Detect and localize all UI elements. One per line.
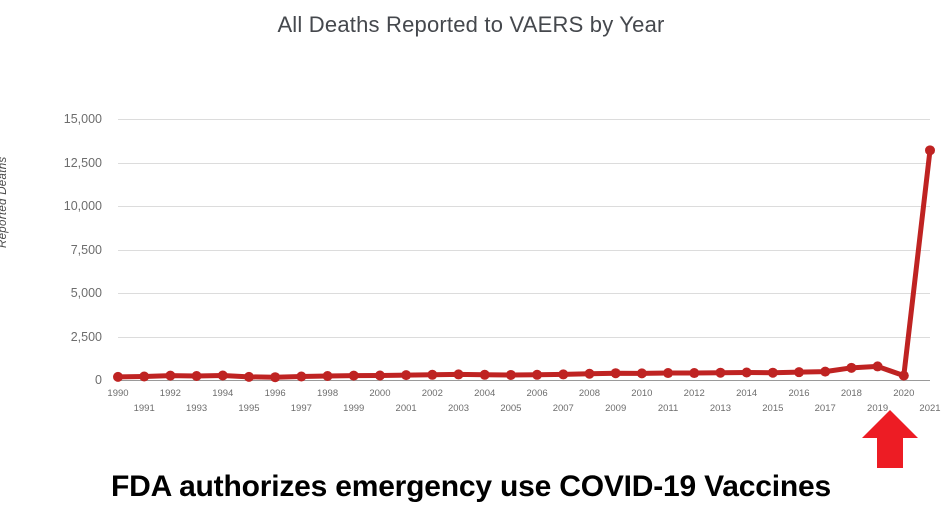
x-axis-tick: 1999: [343, 403, 365, 414]
arrow-up-icon: [862, 410, 918, 468]
x-axis-tick: 2017: [814, 403, 836, 414]
data-point-marker: [558, 369, 569, 380]
data-point-marker: [243, 371, 254, 382]
gridline: [118, 162, 930, 164]
data-point-marker: [322, 370, 333, 381]
caption-text: FDA authorizes emergency use COVID-19 Va…: [111, 470, 831, 503]
data-point-marker: [689, 368, 700, 379]
gridline: [118, 336, 930, 338]
data-point-marker: [113, 371, 123, 382]
data-point-marker: [348, 370, 359, 381]
plot-area: [113, 119, 935, 383]
data-point-marker: [191, 370, 202, 381]
x-axis-tick: 2019: [867, 403, 889, 414]
y-axis-tick: 12,500: [63, 155, 102, 170]
x-axis-tick: 1990: [107, 388, 129, 399]
x-axis-tick: 2015: [762, 403, 784, 414]
y-axis-tick: 7,500: [70, 242, 102, 257]
x-axis-tick: 2003: [447, 403, 470, 414]
y-axis-tick: 0: [95, 373, 102, 387]
x-axis-tick: 2000: [369, 388, 391, 399]
chart-figure: Reported Deaths 0 2,500 5,000 7,500 10,000 12…: [0, 112, 941, 422]
x-axis-tick: 2014: [736, 388, 758, 399]
x-axis-tick: 2008: [578, 388, 601, 399]
x-axis-tick: 2016: [788, 388, 810, 399]
y-axis-tick: 2,500: [70, 329, 102, 344]
data-point-marker: [715, 367, 726, 378]
y-axis-tick: 15,000: [63, 112, 102, 126]
data-point-marker: [663, 368, 674, 379]
x-axis-tick-labels: 1990 1991 1992 1993 1994 1995 1996 1997 1998 1999…: [107, 382, 940, 422]
x-axis-tick: 2021: [919, 403, 941, 414]
data-point-marker: [374, 370, 385, 381]
x-axis-tick: 2007: [552, 403, 574, 414]
data-point-marker: [453, 369, 464, 380]
x-axis-tick: 1993: [186, 403, 208, 414]
x-axis-tick: 2010: [631, 388, 653, 399]
data-point-marker: [898, 370, 909, 381]
data-point-marker: [872, 361, 883, 372]
x-axis-tick: 2002: [421, 388, 443, 399]
series-line: [115, 147, 933, 380]
data-point-marker: [846, 362, 857, 373]
x-axis-tick: 2020: [893, 388, 915, 399]
data-point-marker: [636, 368, 647, 379]
gridline: [118, 119, 930, 120]
x-axis-tick: 2004: [474, 388, 496, 399]
chart-title: All Deaths Reported to VAERS by Year: [277, 12, 665, 37]
x-axis-tick: 2011: [657, 403, 679, 414]
x-axis-tick: 1998: [316, 388, 339, 399]
data-point-marker: [217, 370, 228, 381]
gridline: [118, 206, 930, 207]
series-line-chart: [113, 145, 935, 383]
x-axis-tick: 1994: [212, 388, 234, 399]
x-axis-tick: 2013: [709, 403, 732, 414]
data-point-marker: [610, 368, 621, 379]
data-point-marker: [925, 145, 935, 156]
x-axis-tick: 2009: [605, 403, 627, 414]
data-point-marker: [270, 372, 281, 383]
x-axis-tick: 2012: [683, 388, 705, 399]
data-point-marker: [139, 371, 150, 382]
x-axis-baseline: [118, 380, 930, 381]
data-point-marker: [401, 370, 412, 381]
data-point-marker: [584, 368, 595, 379]
x-axis-tick: 2005: [500, 403, 522, 414]
x-axis-tick: 2006: [526, 388, 548, 399]
x-axis-tick: 1992: [159, 388, 181, 399]
x-axis-tick: 1991: [133, 403, 155, 414]
data-point-marker: [165, 370, 176, 381]
x-axis-tick: 2001: [395, 403, 417, 414]
y-axis-tick-labels: 0 2,500 5,000 7,500 10,000 12,500 15,000: [0, 112, 108, 387]
data-point-marker: [741, 367, 752, 378]
data-point-marker: [505, 369, 516, 380]
data-point-marker: [794, 367, 805, 378]
data-point-marker: [479, 369, 490, 380]
x-axis-tick: 1995: [238, 403, 260, 414]
x-axis-tick: 1996: [264, 388, 286, 399]
data-point-marker: [532, 369, 543, 380]
data-point-marker: [820, 366, 831, 377]
gridline: [118, 293, 930, 294]
data-point-marker: [427, 369, 438, 380]
x-axis-tick: 1997: [290, 403, 312, 414]
x-axis-tick: 2018: [840, 388, 862, 399]
y-axis-tick: 10,000: [63, 199, 102, 213]
y-axis-tick: 5,000: [70, 286, 102, 300]
data-point-marker: [296, 371, 307, 382]
data-point-marker: [767, 367, 778, 378]
gridline: [118, 249, 930, 251]
